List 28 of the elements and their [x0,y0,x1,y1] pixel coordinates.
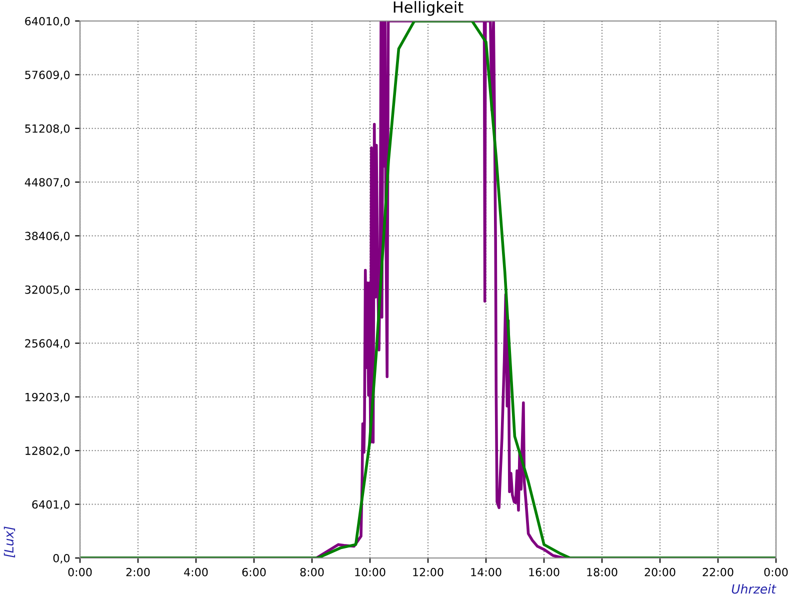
y-tick-label: 0,0 [53,554,70,564]
y-tick-label: 64010,0 [25,16,70,27]
x-tick-label: 18:00 [587,568,618,576]
x-tick-label: 20:00 [644,568,676,576]
x-tick-label: 16:00 [529,568,560,576]
y-tick-label: 38406,0 [25,232,70,242]
y-tick-label: 44807,0 [24,178,70,188]
x-tick-label: 0:00 [68,568,92,576]
x-tick-label: 12:00 [413,568,444,576]
line-series [80,21,776,558]
x-tick-label: 8:00 [300,568,324,576]
x-tick-label: 10:00 [355,568,386,576]
x-axis-title: Uhrzeit [732,584,776,594]
x-tick-label: 14:00 [471,568,502,576]
chart-title: Helligkeit [394,1,464,16]
x-tick-label: 0:00 [764,568,788,576]
x-tick-label: 2:00 [126,568,150,576]
y-tick-label: 19203,0 [26,392,70,402]
x-tick-label: 6:00 [242,568,266,576]
y-tick-label: 51208,0 [25,124,70,134]
y-tick-label: 12802,0 [26,446,70,456]
y-tick-label: 25604,0 [25,339,70,349]
x-tick-label: 4:00 [184,568,208,576]
y-tick-label: 32005,0 [25,285,70,296]
y-tick-label: 6401,0 [32,500,70,510]
y-axis-title: [Lux] [4,526,16,558]
x-tick-label: 22:00 [702,568,734,576]
y-tick-label: 57609,0 [25,70,70,80]
